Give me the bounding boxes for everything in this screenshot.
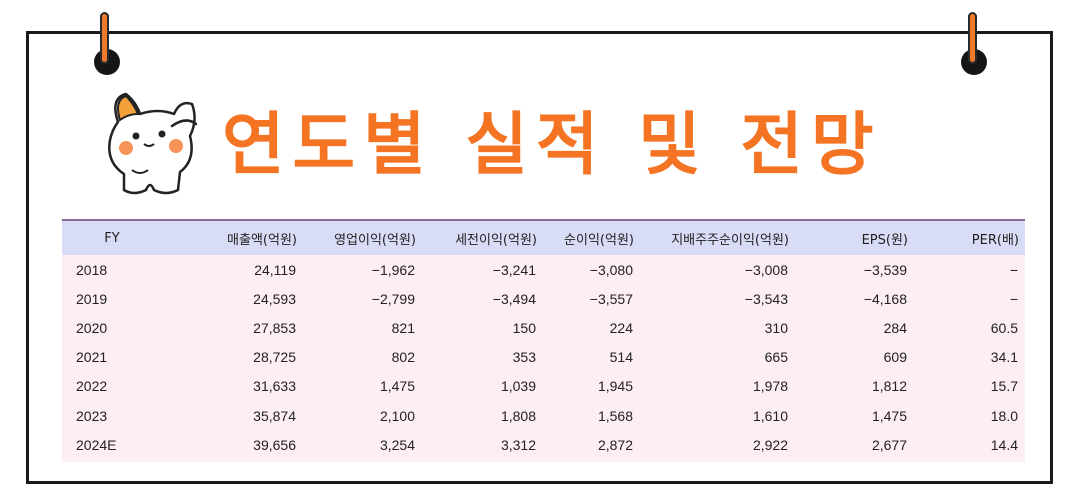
table-cell: 150 [512, 319, 536, 336]
table-header-row: FY 매출액(억원) 영업이익(억원) 세전이익(억원) 순이익(억원) 지배주… [62, 220, 1025, 255]
table-cell: 34.1 [990, 349, 1018, 366]
table-cell: 31,633 [253, 378, 296, 395]
table-cell: −3,543 [744, 290, 788, 307]
table-cell: 1,812 [871, 378, 907, 395]
table-cell: −3,557 [589, 290, 633, 307]
table-cell: −1,962 [371, 261, 415, 278]
financial-table: FY 매출액(억원) 영업이익(억원) 세전이익(억원) 순이익(억원) 지배주… [62, 219, 1025, 459]
column-header-per: PER(배) [971, 232, 1019, 248]
table-cell: −3,241 [492, 261, 536, 278]
column-header-eps: EPS(원) [861, 232, 908, 248]
table-cell: 1,039 [500, 378, 536, 395]
table-cell: 284 [883, 319, 907, 336]
table-cell: −3,008 [744, 261, 788, 278]
table-cell: 27,853 [253, 319, 296, 336]
table-cell: −3,494 [492, 290, 536, 307]
table-cell: −3,080 [589, 261, 633, 278]
column-header-operating-profit: 영업이익(억원) [334, 232, 416, 248]
table-cell: −2,799 [371, 290, 415, 307]
financial-table-container: FY 매출액(억원) 영업이익(억원) 세전이익(억원) 순이익(억원) 지배주… [62, 219, 1025, 462]
table-cell: 39,656 [253, 436, 296, 453]
table-cell: 1,945 [597, 378, 633, 395]
table-row: 2019 24,593 −2,799 −3,494 −3,557 −3,543 −4,168… [62, 284, 1025, 313]
column-header-pretax-profit: 세전이익(억원) [455, 232, 537, 248]
table-cell: 353 [512, 349, 536, 366]
table-cell: 3,312 [500, 436, 536, 453]
column-header-controlling-net-profit: 지배주주순이익(억원) [671, 232, 789, 248]
fiscal-year-cell: 2023 [76, 407, 108, 424]
table-cell: 514 [609, 349, 633, 366]
table-cell: 802 [391, 349, 415, 366]
pin-right [968, 12, 977, 64]
table-cell: 24,593 [253, 290, 296, 307]
table-cell: 3,254 [379, 436, 415, 453]
table-cell: 1,568 [597, 407, 633, 424]
table-cell: 1,978 [752, 378, 788, 395]
table-row: 2020 27,853 821 150 224 310 284 60.5 [62, 313, 1025, 342]
column-header-revenue: 매출액(억원) [227, 232, 297, 248]
table-cell: 2,100 [379, 407, 415, 424]
table-cell: − [1009, 290, 1018, 307]
table-cell: 821 [391, 319, 415, 336]
pin-left [100, 12, 109, 64]
table-cell: 310 [764, 319, 788, 336]
table-cell: 2,677 [871, 436, 907, 453]
table-cell: 15.7 [990, 378, 1018, 395]
table-cell: 224 [609, 319, 633, 336]
fiscal-year-cell: 2024E [76, 436, 117, 453]
fiscal-year-cell: 2018 [76, 261, 108, 278]
table-cell: 665 [764, 349, 788, 366]
fiscal-year-cell: 2021 [76, 349, 108, 366]
table-cell: 2,922 [752, 436, 788, 453]
table-cell: 14.4 [990, 436, 1018, 453]
table-cell: 35,874 [253, 407, 296, 424]
fiscal-year-cell: 2020 [76, 319, 108, 336]
table-row: 2022 31,633 1,475 1,039 1,945 1,978 1,812 15.7 [62, 372, 1025, 401]
table-cell: 609 [883, 349, 907, 366]
table-cell: 2,872 [597, 436, 633, 453]
table-cell: −3,539 [863, 261, 907, 278]
table-cell: 1,610 [752, 407, 788, 424]
table-row: 2023 35,874 2,100 1,808 1,568 1,610 1,475 18.0 [62, 401, 1025, 430]
table-body: 2018 24,119 −1,962 −3,241 −3,080 −3,008 −3,539… [62, 255, 1025, 459]
column-header-fy: FY [104, 230, 120, 246]
fiscal-year-cell: 2022 [76, 378, 108, 395]
table-cell: −4,168 [863, 290, 907, 307]
table-cell: 60.5 [990, 319, 1018, 336]
table-cell: 1,475 [379, 378, 415, 395]
table-cell: 1,808 [500, 407, 536, 424]
fiscal-year-cell: 2019 [76, 290, 108, 307]
table-row: 2021 28,725 802 353 514 665 609 34.1 [62, 343, 1025, 372]
table-row: 2018 24,119 −1,962 −3,241 −3,080 −3,008 −3,539… [62, 255, 1025, 284]
table-row: 2024E 39,656 3,254 3,312 2,872 2,922 2,677 14.4 [62, 430, 1025, 459]
column-header-net-profit: 순이익(억원) [564, 232, 634, 248]
table-cell: − [1009, 261, 1018, 278]
table-cell: 28,725 [253, 349, 296, 366]
table-cell: 24,119 [254, 261, 296, 278]
cat-mascot-icon [108, 92, 198, 195]
table-cell: 1,475 [871, 407, 907, 424]
page-title: 연도별 실적 및 전망 [222, 106, 882, 185]
table-cell: 18.0 [990, 407, 1018, 424]
